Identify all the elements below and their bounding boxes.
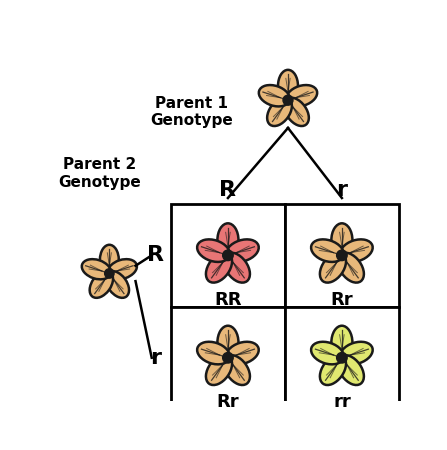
Ellipse shape xyxy=(90,271,113,298)
Ellipse shape xyxy=(224,253,250,283)
Ellipse shape xyxy=(217,223,238,257)
Ellipse shape xyxy=(197,342,230,364)
Bar xyxy=(285,204,399,306)
Text: Parent 2
Genotype: Parent 2 Genotype xyxy=(58,157,141,189)
Ellipse shape xyxy=(108,259,137,279)
Ellipse shape xyxy=(338,253,364,283)
Ellipse shape xyxy=(105,271,129,298)
Ellipse shape xyxy=(286,85,317,107)
Circle shape xyxy=(337,352,347,363)
Bar xyxy=(171,306,285,409)
Ellipse shape xyxy=(320,355,346,385)
Text: R: R xyxy=(147,245,164,266)
Ellipse shape xyxy=(224,355,250,385)
Text: Rr: Rr xyxy=(217,393,239,411)
Bar xyxy=(285,306,399,409)
Ellipse shape xyxy=(100,245,119,275)
Text: R: R xyxy=(219,180,236,200)
Bar xyxy=(171,204,285,306)
Ellipse shape xyxy=(217,326,238,360)
Circle shape xyxy=(223,250,233,261)
Ellipse shape xyxy=(338,355,364,385)
Ellipse shape xyxy=(320,253,346,283)
Ellipse shape xyxy=(206,355,232,385)
Ellipse shape xyxy=(331,223,352,257)
Text: r: r xyxy=(337,180,347,200)
Ellipse shape xyxy=(259,85,290,107)
Text: r: r xyxy=(150,348,161,368)
Ellipse shape xyxy=(331,326,352,360)
Ellipse shape xyxy=(311,342,344,364)
Ellipse shape xyxy=(340,342,373,364)
Circle shape xyxy=(283,95,293,105)
Ellipse shape xyxy=(311,239,344,262)
Ellipse shape xyxy=(278,70,298,102)
Ellipse shape xyxy=(284,98,309,126)
Circle shape xyxy=(337,250,347,261)
Ellipse shape xyxy=(267,98,292,126)
Ellipse shape xyxy=(340,239,373,262)
Ellipse shape xyxy=(206,253,232,283)
Ellipse shape xyxy=(226,239,259,262)
Ellipse shape xyxy=(226,342,259,364)
Text: RR: RR xyxy=(214,291,242,309)
Ellipse shape xyxy=(82,259,111,279)
Text: rr: rr xyxy=(333,393,351,411)
Ellipse shape xyxy=(197,239,230,262)
Text: Rr: Rr xyxy=(331,291,353,309)
Circle shape xyxy=(223,352,233,363)
Text: Parent 1
Genotype: Parent 1 Genotype xyxy=(150,95,233,128)
Circle shape xyxy=(105,269,114,278)
